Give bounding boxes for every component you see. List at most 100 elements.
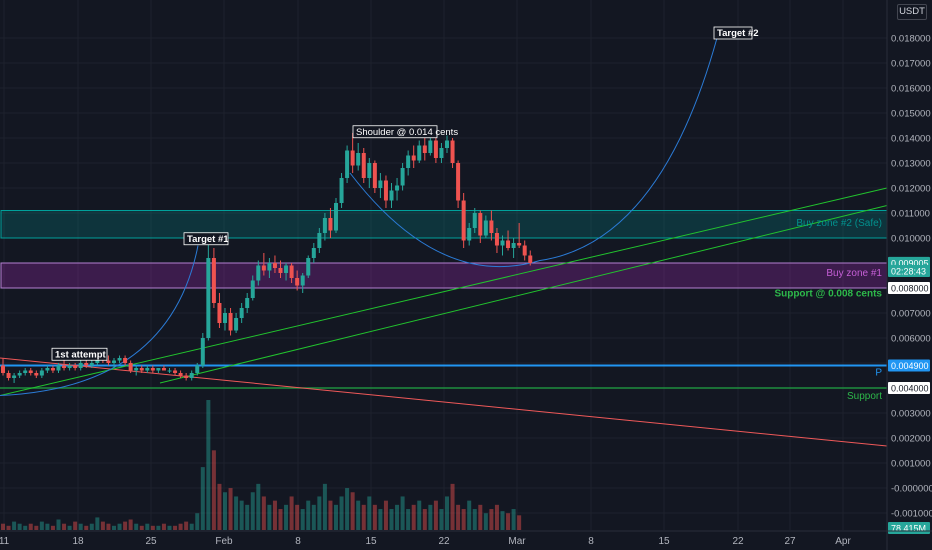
annotation-target-2: Target #2: [713, 26, 759, 40]
price-tick-label: 0.017000: [891, 59, 931, 70]
annotation-target-1-text: Target #1: [187, 234, 229, 245]
time-tick-label: Mar: [508, 536, 526, 547]
price-badge: [888, 265, 930, 277]
price-tick-label: -0.001000: [891, 509, 932, 520]
time-tick-label: 22: [438, 536, 450, 547]
volume-bar: [378, 509, 383, 530]
price-tick-label: -0.000000: [891, 484, 932, 495]
price-badge-label: 0.004900: [891, 361, 929, 371]
annotation-target-1-box: [183, 232, 229, 246]
time-tick-label: 8: [588, 536, 594, 547]
volume-bar: [50, 525, 55, 530]
price-badge: [888, 359, 930, 372]
volume-bar: [189, 523, 194, 530]
candle-body: [56, 365, 61, 371]
candle-body: [328, 218, 333, 231]
volume-bar: [234, 496, 239, 530]
candle-body: [361, 153, 366, 178]
candle-body: [461, 200, 466, 241]
volume-bar: [500, 511, 505, 530]
candle-body: [195, 365, 200, 373]
candle-body: [67, 365, 72, 368]
volume-bar: [45, 523, 50, 530]
volume-bar: [95, 517, 100, 530]
volume-bar: [467, 500, 472, 530]
currency-button[interactable]: USDT: [897, 4, 927, 20]
candle-body: [250, 280, 255, 298]
candle-body: [483, 220, 488, 236]
volume-bar: [100, 521, 105, 530]
candle-body: [78, 363, 83, 368]
price-axis[interactable]: 0.018000 0.017000 0.016000 0.015000 0.014000…: [886, 0, 932, 550]
volume-bar: [361, 504, 366, 530]
volume-bar: [328, 500, 333, 530]
candle-body: [289, 265, 294, 278]
candle-body: [145, 368, 150, 371]
candle-body: [445, 140, 449, 148]
candle-body: [150, 368, 155, 371]
volume-bar: [450, 483, 455, 530]
price-tick-label: 0.014000: [891, 134, 931, 145]
candle-body: [211, 258, 216, 303]
price-badge-label: 0.009005: [891, 258, 929, 268]
price-tick-label: 0.010000: [891, 234, 931, 245]
volume-bar: [417, 500, 422, 530]
volume-bar: [128, 519, 133, 530]
candle-body: [350, 150, 355, 166]
buy-zone-2: [0, 210, 888, 239]
candle-body: [178, 373, 183, 376]
volume-bar: [223, 492, 227, 530]
candle-body: [239, 308, 244, 318]
volume-bar: [428, 504, 433, 530]
volume-bar: [356, 500, 361, 530]
volume-bar: [73, 521, 78, 530]
volume-bar: [250, 492, 255, 530]
price-tick-label: 0.016000: [891, 84, 931, 95]
volume-bar: [317, 496, 322, 530]
price-tick-label: 0.018000: [891, 34, 931, 45]
time-tick-label: 15: [365, 536, 377, 547]
volume-bar: [278, 509, 283, 530]
price-tick-label: 0.006000: [891, 334, 931, 345]
price-tick-label: 0.015000: [891, 109, 931, 120]
volume-bar: [239, 500, 244, 530]
candle-body: [395, 185, 400, 191]
volume-bar: [322, 483, 327, 530]
volume-bar: [167, 525, 172, 530]
time-tick-label: 15: [658, 536, 670, 547]
candle-body: [528, 255, 533, 263]
price-tick-label: 0.003000: [891, 409, 931, 420]
zones: [0, 210, 888, 289]
candle-body: [278, 268, 283, 273]
volume-bar: [67, 525, 72, 530]
candle-body: [517, 243, 522, 246]
time-tick-label: 11: [0, 536, 10, 547]
volume-bar: [367, 496, 372, 530]
volume-bar: [334, 504, 338, 530]
candle-body: [306, 258, 311, 276]
candle-body: [200, 338, 205, 366]
candle-body: [367, 163, 372, 178]
trend-drawings: [0, 37, 888, 447]
volume-bar: [389, 509, 394, 530]
annotation-shoulder-text: Shoulder @ 0.014 cents: [356, 127, 458, 138]
candle-body: [428, 140, 433, 153]
candle-body: [339, 178, 344, 203]
candle-body: [139, 368, 144, 371]
volume-bar: [311, 504, 316, 530]
candle-body: [161, 368, 166, 371]
volume-bar: [195, 513, 200, 530]
annotation-1st-attempt: 1st attempt: [51, 347, 108, 361]
candle-body: [134, 368, 139, 371]
volume-bar: [506, 513, 511, 530]
volume-bar: [12, 521, 17, 530]
candle-body: [128, 363, 133, 371]
volume-bar: [295, 504, 300, 530]
candle-body: [256, 265, 261, 281]
price-tick-label: 0.001000: [891, 459, 931, 470]
price-tick-label: 0.002000: [891, 434, 931, 445]
time-axis[interactable]: 11 18 25 Feb 8 15 22 Mar 8 15 22 27 Apr: [0, 530, 932, 547]
price-badge-label: 78.415M: [891, 524, 926, 534]
volume-bar: [84, 525, 89, 530]
